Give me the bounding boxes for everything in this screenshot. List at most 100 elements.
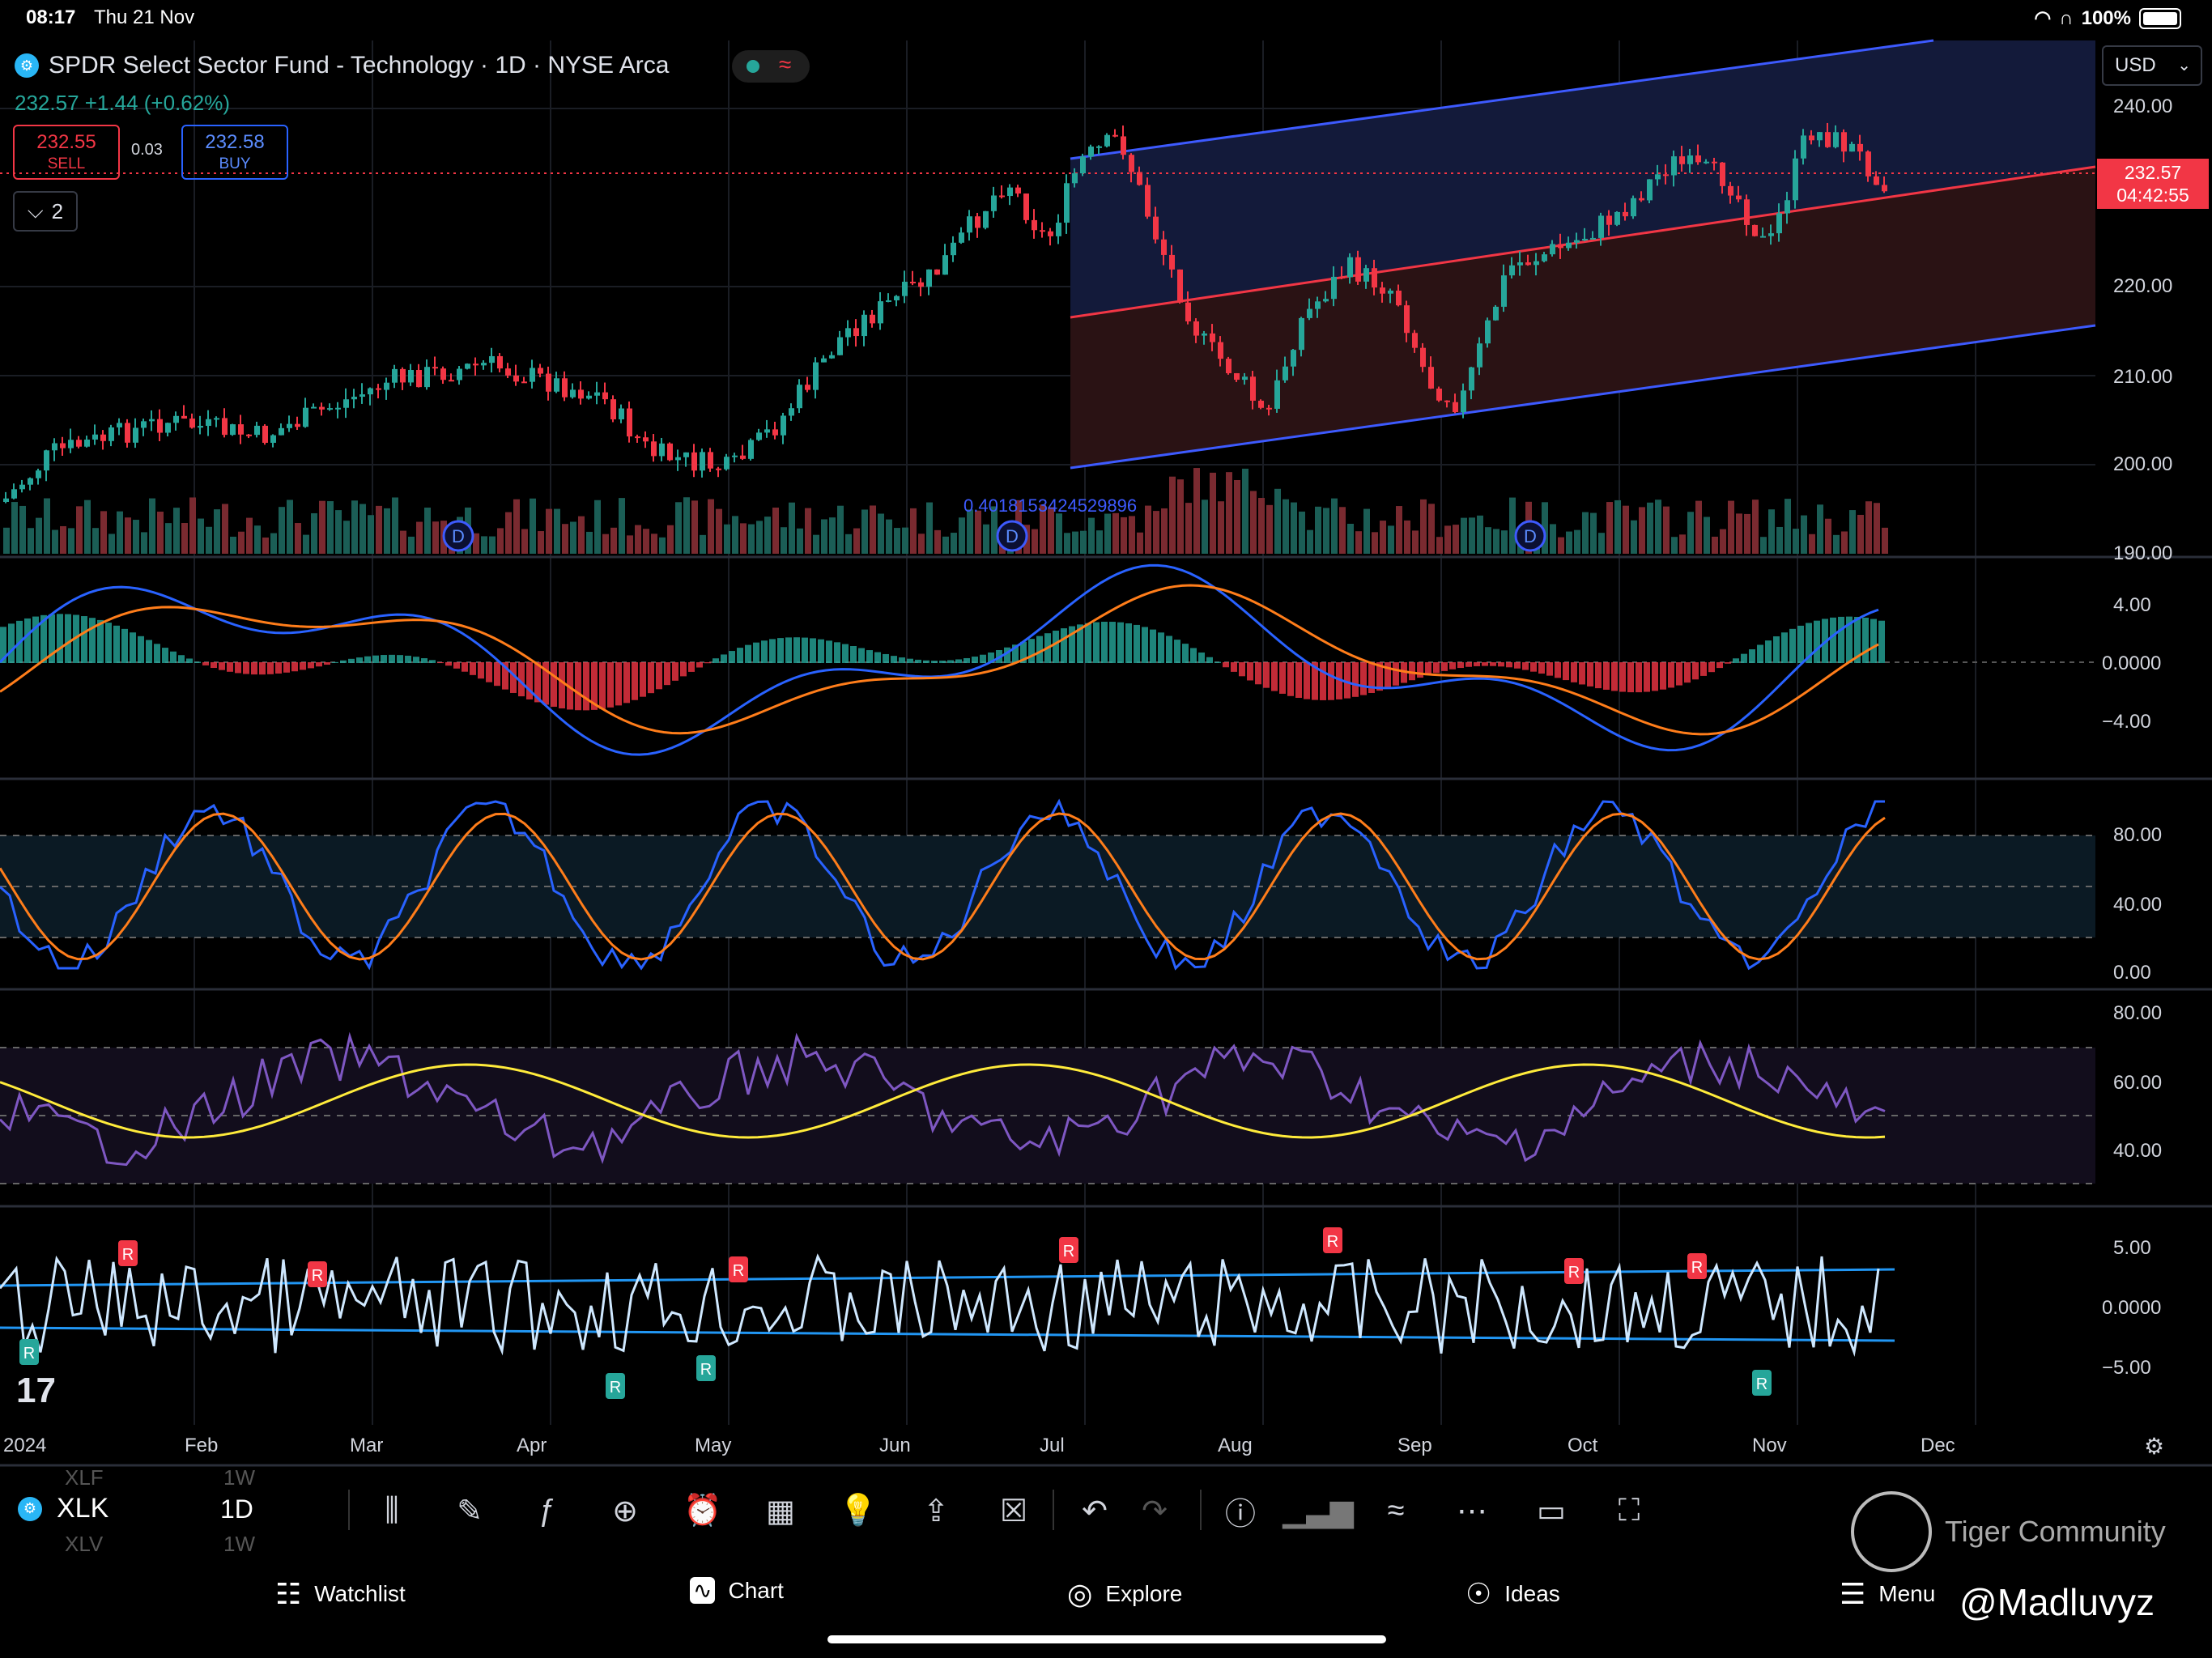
symbol-title[interactable]: ⚙ SPDR Select Sector Fund - Technology ·… — [15, 52, 669, 79]
compass-icon: ◎ — [1067, 1577, 1093, 1610]
chart-toolbar: XLF 1W ⚙ XLK 1D XLV 1W ⫼ ✎ ƒ ⊕ ⏰ ▦ 💡 ⇪ ☒… — [0, 1465, 2212, 1556]
osc-pane: R R R R R R R R R R R — [0, 1227, 1895, 1399]
svg-text:R: R — [312, 1267, 323, 1285]
channel-value-label: 0.4018153424529896 — [963, 495, 1137, 516]
hamburger-icon: ☰ — [1840, 1577, 1866, 1610]
clear-drawings-icon[interactable]: ☒ — [999, 1494, 1028, 1528]
tradingview-logo: 17 — [16, 1371, 56, 1410]
buy-label: BUY — [219, 155, 251, 172]
headphones-icon: ∩ — [2059, 6, 2074, 29]
lightbulb-icon: ☉ — [1465, 1577, 1492, 1610]
last-price-value: 232.57 — [2124, 162, 2182, 183]
ticker-label: XLK — [57, 1493, 109, 1524]
currency-select[interactable]: USD ⌄ — [2102, 45, 2202, 86]
time-tick: Apr — [517, 1435, 547, 1456]
time-tick: Oct — [1568, 1435, 1598, 1456]
settings-icon[interactable]: ⚙ — [2144, 1434, 2165, 1459]
more-icon[interactable]: ⋯ — [1457, 1494, 1487, 1528]
tab-menu[interactable]: ☰ Menu — [1840, 1577, 1935, 1611]
channel-upper-fill — [1070, 40, 2095, 317]
pencil-icon[interactable]: ✎ — [457, 1494, 483, 1528]
time-tick: Dec — [1921, 1435, 1955, 1456]
rsi-tick: 40.00 — [2113, 1140, 2163, 1162]
time-tick: Feb — [185, 1435, 219, 1456]
delay-wave-icon: ≈ — [779, 52, 792, 77]
channel-lower-line — [1070, 324, 2096, 470]
volume-bars — [3, 468, 1888, 554]
rsi-tick: 60.00 — [2113, 1072, 2163, 1094]
toolbar-divider — [1053, 1490, 1054, 1530]
rsi-pane — [0, 1031, 2095, 1184]
symbol-title-text: SPDR Select Sector Fund - Technology · 1… — [49, 52, 670, 79]
indicators-fx-icon[interactable]: ƒ — [538, 1493, 556, 1528]
price-tick: 240.00 — [2113, 96, 2173, 117]
watchlist-ghost-below-tf: 1W — [223, 1532, 255, 1556]
stoch-pane — [0, 798, 2095, 971]
svg-text:D: D — [1006, 526, 1019, 546]
timeframe-selector[interactable]: 1D — [220, 1494, 253, 1524]
channel-mid-line — [1070, 165, 2096, 319]
add-circle-icon[interactable]: ⊕ — [612, 1494, 638, 1528]
osc-tick: 5.00 — [2113, 1237, 2151, 1259]
tab-watchlist[interactable]: ☷ Watchlist — [275, 1577, 406, 1611]
macd-tick: 4.00 — [2113, 594, 2151, 616]
svg-text:D: D — [1524, 526, 1537, 546]
tab-ideas[interactable]: ☉ Ideas — [1465, 1577, 1560, 1611]
bar-chart-icon[interactable]: ▁▃▆ — [1283, 1494, 1354, 1528]
last-price-label: 232.57 04:42:55 — [2097, 159, 2209, 209]
time-tick: Mar — [350, 1435, 384, 1456]
info-icon[interactable]: ⓘ — [1224, 1497, 1256, 1532]
tab-bar: ☷ Watchlist ∿ Chart ◎ Explore ☉ Ideas ☰ … — [0, 1558, 2212, 1658]
stoch-tick: 0.00 — [2113, 962, 2151, 984]
layout-grid-icon[interactable]: ▦ — [766, 1494, 795, 1528]
wifi-icon: ◠ — [2034, 7, 2052, 29]
tab-explore[interactable]: ◎ Explore — [1067, 1577, 1182, 1611]
regression-channel — [1070, 39, 2096, 470]
alarm-icon[interactable]: ⏰ — [683, 1494, 722, 1528]
watchlist-ghost-above: XLF — [65, 1465, 104, 1490]
bar-countdown: 04:42:55 — [2116, 185, 2189, 206]
spread-value: 0.03 — [131, 141, 163, 159]
svg-text:R: R — [1327, 1233, 1338, 1251]
svg-text:R: R — [1063, 1243, 1074, 1261]
status-date: Thu 21 Nov — [94, 6, 195, 28]
svg-text:R: R — [23, 1345, 35, 1363]
collapse-legend-button[interactable]: ⌵ 2 — [13, 191, 78, 232]
svg-text:R: R — [700, 1361, 712, 1379]
sell-button[interactable]: 232.55 SELL — [13, 125, 120, 180]
time-tick: Aug — [1218, 1435, 1253, 1456]
time-tick: 2024 — [3, 1435, 47, 1456]
collapsed-count: 2 — [51, 198, 64, 223]
rectangle-icon[interactable]: ▭ — [1537, 1494, 1566, 1528]
svg-text:D: D — [452, 526, 465, 546]
symbol-logo-icon: ⚙ — [15, 53, 39, 78]
symbol-selector[interactable]: ⚙ XLK — [18, 1493, 108, 1524]
svg-text:R: R — [1756, 1375, 1767, 1393]
market-status-pill[interactable]: ≈ — [732, 50, 810, 83]
status-bar: 08:17 Thu 21 Nov ◠ ∩ 100% — [0, 0, 2212, 40]
tiger-logo-icon — [1851, 1491, 1932, 1572]
buy-button[interactable]: 232.58 BUY — [181, 125, 288, 180]
sell-price: 232.55 — [36, 131, 96, 153]
svg-text:R: R — [122, 1246, 134, 1264]
buy-price: 232.58 — [205, 131, 265, 153]
redo-icon[interactable]: ↷ — [1142, 1494, 1168, 1528]
currency-value: USD — [2115, 54, 2156, 76]
svg-text:R: R — [1691, 1259, 1703, 1277]
tab-chart[interactable]: ∿ Chart — [690, 1577, 784, 1604]
osc-tick: 0.0000 — [2102, 1297, 2162, 1319]
fullscreen-icon[interactable]: ⛶ — [1618, 1493, 1640, 1528]
tab-menu-label: Menu — [1878, 1581, 1936, 1606]
price-tick: 210.00 — [2113, 366, 2173, 388]
home-indicator[interactable] — [827, 1635, 1386, 1643]
compare-lines-icon[interactable]: ≈ — [1387, 1493, 1405, 1528]
share-icon[interactable]: ⇪ — [923, 1494, 949, 1528]
chart-canvas[interactable]: R R R R R R R R R R R D D D 0.4018153424529896 17 — [0, 0, 2212, 1473]
macd-tick: −4.00 — [2102, 711, 2151, 733]
lightbulb-icon[interactable]: 💡 — [839, 1494, 878, 1528]
battery-percent: 100% — [2081, 6, 2131, 29]
undo-icon[interactable]: ↶ — [1082, 1494, 1108, 1528]
tab-chart-label: Chart — [728, 1577, 784, 1603]
candle-type-icon[interactable]: ⫼ — [385, 1493, 399, 1528]
